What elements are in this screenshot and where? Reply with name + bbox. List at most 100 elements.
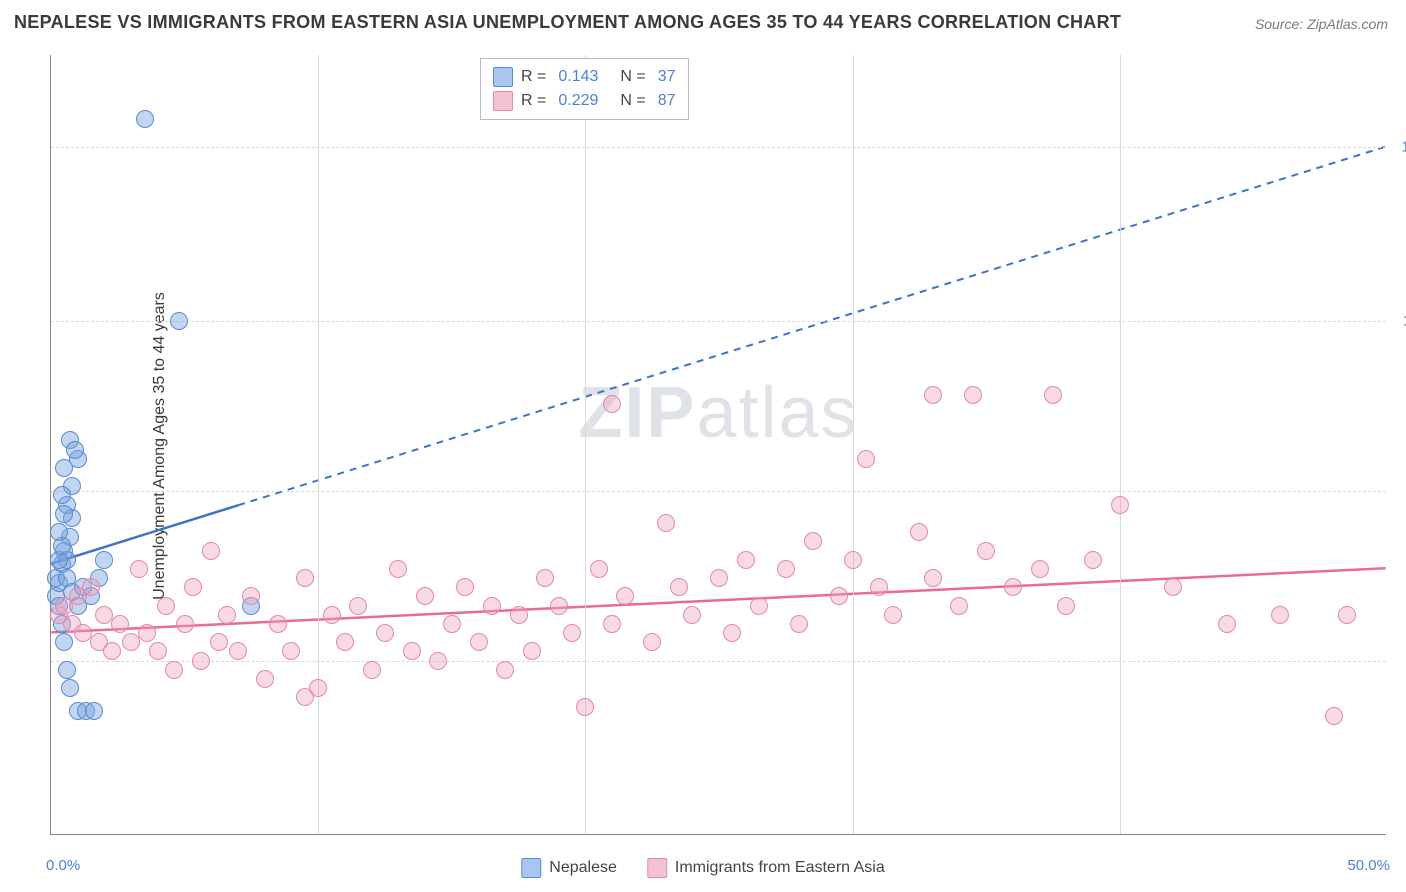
watermark: ZIPatlas [578,372,858,454]
data-point [603,615,621,633]
data-point [924,569,942,587]
data-point [510,606,528,624]
data-point [750,597,768,615]
data-point [576,698,594,716]
source-attribution: Source: ZipAtlas.com [1255,16,1388,32]
data-point [523,642,541,660]
data-point [670,578,688,596]
chart-title: NEPALESE VS IMMIGRANTS FROM EASTERN ASIA… [14,12,1121,33]
data-point [403,642,421,660]
n-value: 87 [658,92,676,110]
legend-swatch [493,91,513,111]
data-point [323,606,341,624]
data-point [1111,496,1129,514]
legend-swatch [647,858,667,878]
data-point [1031,560,1049,578]
legend-swatch [493,67,513,87]
data-point [844,551,862,569]
data-point [884,606,902,624]
data-point [55,505,73,523]
data-point [1044,386,1062,404]
grid-line-v [318,55,319,834]
legend-label: Immigrants from Eastern Asia [675,859,885,877]
data-point [95,551,113,569]
data-point [924,386,942,404]
data-point [790,615,808,633]
data-point [804,532,822,550]
data-point [857,450,875,468]
data-point [55,633,73,651]
r-label: R = [521,92,546,110]
data-point [910,523,928,541]
n-label: N = [620,68,645,86]
data-point [616,587,634,605]
data-point [737,551,755,569]
data-point [256,670,274,688]
trend-lines [51,55,1386,834]
data-point [157,597,175,615]
x-axis-max-label: 50.0% [1347,857,1390,874]
data-point [136,110,154,128]
data-point [1271,606,1289,624]
data-point [603,395,621,413]
legend-row: R =0.229N =87 [493,89,676,113]
data-point [950,597,968,615]
data-point [53,486,71,504]
grid-line-v [1120,55,1121,834]
data-point [964,386,982,404]
y-tick-label: 15.0% [1401,138,1406,155]
data-point [61,679,79,697]
data-point [50,523,68,541]
data-point [376,624,394,642]
data-point [170,312,188,330]
data-point [416,587,434,605]
grid-line-h [51,321,1386,322]
data-point [229,642,247,660]
data-point [165,661,183,679]
grid-line-h [51,147,1386,148]
data-point [723,624,741,642]
n-value: 37 [658,68,676,86]
data-point [443,615,461,633]
data-point [536,569,554,587]
stats-legend: R =0.143N =37R =0.229N =87 [480,58,689,120]
data-point [349,597,367,615]
data-point [103,642,121,660]
legend-row: R = 0.143 N = 37 [493,65,676,89]
data-point [590,560,608,578]
data-point [111,615,129,633]
data-point [389,560,407,578]
data-point [1325,707,1343,725]
data-point [830,587,848,605]
n-label: N = [620,92,645,110]
legend-item: Nepalese [521,858,617,878]
r-label: R = [521,68,546,86]
data-point [683,606,701,624]
data-point [176,615,194,633]
data-point [657,514,675,532]
data-point [218,606,236,624]
data-point [296,569,314,587]
data-point [82,578,100,596]
r-value: 0.143 [558,68,598,86]
grid-line-h [51,661,1386,662]
data-point [1004,578,1022,596]
grid-line-v [853,55,854,834]
data-point [55,459,73,477]
data-point [1057,597,1075,615]
grid-line-h [51,491,1386,492]
data-point [58,661,76,679]
data-point [1338,606,1356,624]
data-point [269,615,287,633]
data-point [202,542,220,560]
data-point [870,578,888,596]
legend-swatch [521,858,541,878]
legend-label: Nepalese [549,859,617,877]
data-point [149,642,167,660]
data-point [1164,578,1182,596]
data-point [1084,551,1102,569]
data-point [363,661,381,679]
data-point [483,597,501,615]
data-point [336,633,354,651]
data-point [282,642,300,660]
